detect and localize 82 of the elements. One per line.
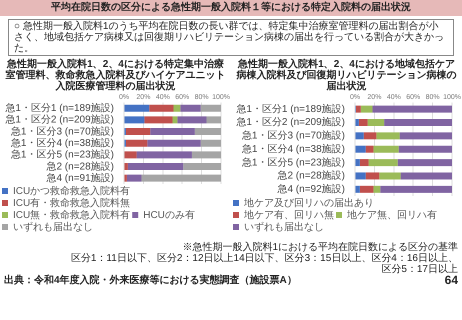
bar (366, 146, 374, 153)
bar (356, 172, 366, 180)
bar (380, 186, 452, 193)
chart-title: 急性期一般入院料1、2、4における特定集中治療室管理料、救命救急入院料及びハイケアユニット入院医療管理料の届出状況 (4, 59, 226, 92)
text: 平均在院日数の区分による急性期一般入院料１等における特定入院料の届出状況 (0, 0, 462, 16)
bar (177, 116, 206, 124)
y-tick-label: 急1・区分4 (n=38施設) (240, 142, 345, 155)
bar (360, 159, 369, 166)
bar (360, 106, 372, 113)
bar (398, 159, 452, 166)
bar (180, 104, 201, 112)
legend-label: いずれも届出なし (244, 220, 324, 233)
bar (126, 128, 150, 136)
bar (126, 140, 148, 147)
bar (149, 104, 174, 112)
y-tick-label: 急2 (n=28施設) (276, 170, 345, 182)
y-tick-label: 急1・区分5 (n=23施設) (240, 156, 345, 168)
bar (379, 172, 401, 180)
y-tick-label: 急1・区分5 (n=23施設) (10, 148, 114, 161)
y-tick-label: 急4 (n=91施設) (45, 172, 114, 184)
legend-label: 地ケア及び回リハの届出あり (243, 196, 374, 209)
bar (356, 146, 366, 153)
bar (376, 132, 400, 140)
text: ○ 急性期一般入院料1のうち平均在院日数の長い群では、特定集中治療室管理料の届出割合が小さく、地域包括ケア病棟又は回復期リハビリテーション病棟の届出を行っている割合が大きかった。 (8, 19, 454, 56)
bar (150, 128, 195, 136)
legend-label: HCUのみ有 (143, 208, 195, 221)
bar (192, 151, 222, 158)
legend-label: ICU無・救命救急入院料有 (13, 208, 130, 221)
y-tick-label: 急1・区分2 (n=209施設) (4, 114, 114, 126)
bar (200, 104, 222, 112)
bar (384, 118, 452, 126)
bar (206, 116, 222, 124)
bar (400, 132, 452, 140)
source-note: 出典：令和4年度入院・外来医療等における実態調査（施設票A） (4, 275, 297, 286)
bar (373, 146, 399, 153)
y-tick-label: 急1・区分4 (n=38施設) (10, 136, 114, 149)
bar (194, 128, 222, 136)
bar (124, 163, 128, 170)
text: ※急性期一般入院料1における平均在院日数による区分の基準 (181, 242, 458, 253)
bar (358, 118, 368, 126)
bar (366, 172, 380, 180)
y-tick-label: 急4 (n=92施設) (276, 183, 345, 196)
bar (200, 140, 222, 147)
y-tick-label: 急1・区分2 (n=209施設) (235, 116, 345, 128)
bar (368, 159, 398, 166)
bar (356, 106, 361, 113)
y-tick-label: 急1・区分3 (n=70施設) (240, 130, 345, 142)
bar (128, 163, 184, 170)
y-tick-label: 急2 (n=28施設) (45, 160, 114, 172)
bar (124, 104, 150, 112)
y-tick-label: 急1・区分1 (n=189施設) (235, 102, 345, 115)
bar (373, 186, 380, 193)
bar (372, 106, 452, 113)
y-tick-label: 急1・区分1 (n=189施設) (4, 102, 114, 114)
y-tick-label: 急1・区分3 (n=70施設) (10, 125, 114, 138)
chart-title: 急性期一般入院料1、2、4における地域包括ケア病棟入院料及び回復期リハビリテーション病棟の届出状況 (235, 59, 458, 92)
bar (126, 174, 142, 182)
bar (356, 132, 364, 140)
text: 区分1：11日以下、区分2：12日以上14日以下、区分3：15日以上、区分4：16日以上、区分5：17日以上 (70, 253, 458, 275)
legend-label: 地ケア無、回リハ有 (346, 208, 437, 221)
legend-label: 地ケア有、回リハ無 (243, 208, 334, 221)
bar (172, 116, 178, 124)
bar (124, 116, 144, 124)
bar (136, 151, 192, 158)
bar (183, 163, 222, 170)
bar (356, 118, 359, 126)
bar (173, 104, 180, 112)
bar (368, 118, 384, 126)
legend-label: ICUかつ救命救急入院料有 (13, 184, 130, 197)
bar (400, 172, 452, 180)
bar (147, 140, 201, 147)
text: 64 (444, 273, 458, 287)
bar (356, 186, 360, 193)
bar (141, 174, 222, 182)
bar (356, 159, 360, 166)
bar (398, 146, 452, 153)
bar (144, 116, 173, 124)
bar (360, 186, 374, 193)
legend-label: ICU有・救命救急入院料無 (13, 196, 130, 209)
bar (364, 132, 376, 140)
bar (124, 151, 137, 158)
legend-label: いずれも届出なし (13, 220, 93, 233)
